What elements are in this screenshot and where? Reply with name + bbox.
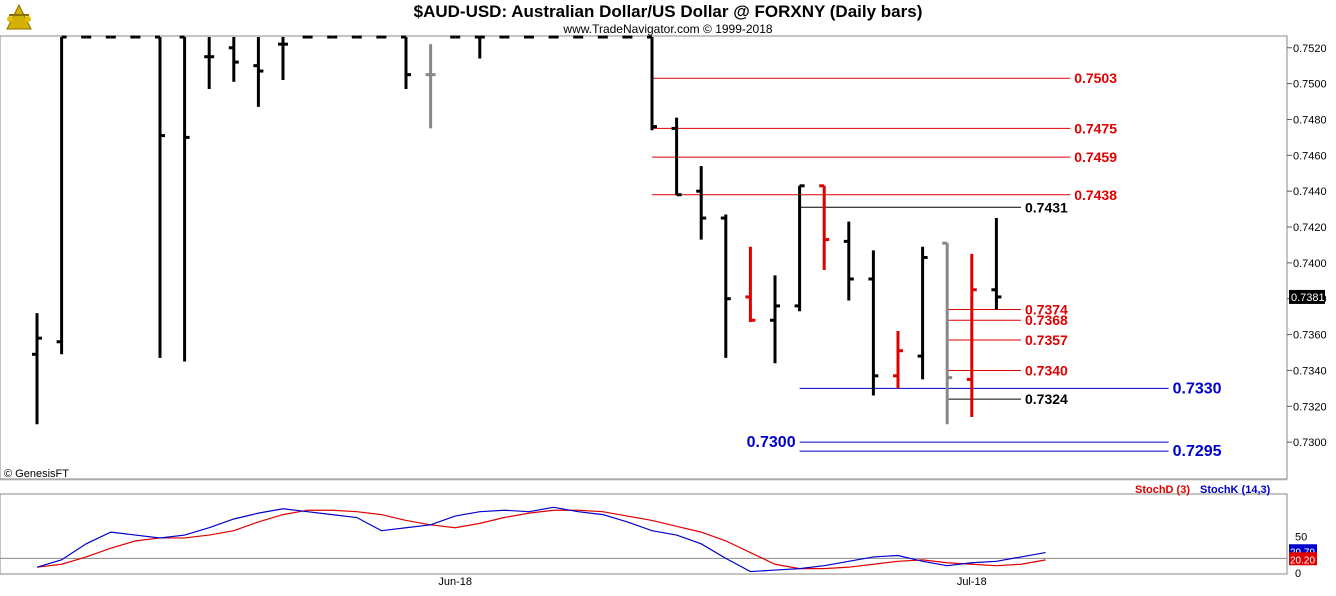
price-tick-label: 0.7400 bbox=[1293, 258, 1327, 270]
level-label: 0.7324 bbox=[1025, 391, 1068, 407]
ohlc-bar bbox=[770, 275, 780, 364]
stoch-line bbox=[36, 506, 1046, 573]
price-tick-label: 0.7480 bbox=[1293, 114, 1327, 126]
level-label: 0.7357 bbox=[1025, 332, 1068, 348]
price-tick-label: 0.7420 bbox=[1293, 222, 1327, 234]
ohlc-bar bbox=[720, 214, 731, 358]
ohlc-bar bbox=[991, 218, 1002, 310]
data-credit: © GenesisFT bbox=[4, 468, 69, 480]
ohlc-bar bbox=[868, 250, 879, 396]
level-label: 0.7431 bbox=[1025, 199, 1068, 215]
price-tick-label: 0.7500 bbox=[1293, 79, 1327, 91]
ohlc-bar bbox=[942, 241, 953, 425]
level-label: 0.7340 bbox=[1025, 362, 1068, 378]
stoch-d-value-box bbox=[1289, 552, 1317, 566]
last-price-box bbox=[1289, 289, 1325, 304]
ohlc-bar bbox=[696, 166, 707, 240]
price-tick-label: 0.7340 bbox=[1293, 365, 1327, 377]
level-label: 0.7438 bbox=[1074, 187, 1117, 203]
ohlc-bar bbox=[843, 221, 854, 301]
level-label: 0.7459 bbox=[1074, 149, 1117, 165]
date-tick-label: Jul-18 bbox=[957, 576, 987, 588]
chart-subtitle: www.TradeNavigator.com © 1999-2018 bbox=[563, 22, 773, 36]
ohlc-bar bbox=[204, 37, 215, 89]
level-label: 0.7300 bbox=[747, 434, 796, 451]
indicator-panel-frame bbox=[0, 493, 1288, 575]
price-tick-label: 0.7360 bbox=[1293, 330, 1327, 342]
level-label: 0.7475 bbox=[1074, 120, 1117, 136]
stoch-line bbox=[36, 509, 1046, 570]
ohlc-bar bbox=[155, 35, 165, 358]
level-label: 0.7374 bbox=[1025, 301, 1068, 317]
ohlc-bar bbox=[56, 35, 67, 355]
indicator-tick-label: 0 bbox=[1295, 568, 1301, 580]
price-tick-label: 0.7300 bbox=[1293, 437, 1327, 449]
stoch-k-label: StochK (14,3) bbox=[1200, 484, 1271, 496]
price-tick-label: 0.7460 bbox=[1293, 150, 1327, 162]
price-tick-label: 0.7320 bbox=[1293, 401, 1327, 413]
price-tick-label: 0.7440 bbox=[1293, 186, 1327, 198]
ohlc-bar bbox=[745, 246, 756, 323]
indicator-tick-label: 50 bbox=[1295, 532, 1307, 544]
ohlc-bar bbox=[474, 35, 485, 59]
date-tick-label: Jun-18 bbox=[438, 576, 472, 588]
ohlc-bar bbox=[228, 37, 239, 82]
brass-pyramid-scale-icon bbox=[6, 3, 32, 30]
price-tick-label: 0.7520 bbox=[1293, 43, 1327, 55]
ohlc-bar bbox=[794, 184, 805, 312]
ohlc-bar bbox=[179, 35, 190, 362]
ohlc-bar bbox=[966, 253, 977, 418]
level-label: 0.7503 bbox=[1074, 70, 1117, 86]
ohlc-bar bbox=[253, 37, 264, 107]
ohlc-bar bbox=[917, 246, 928, 380]
stoch-d-value: 20.20 bbox=[1290, 555, 1315, 566]
ohlc-bar bbox=[819, 184, 830, 271]
level-label: 0.7330 bbox=[1173, 380, 1222, 397]
last-price-label: 0.7381 bbox=[1291, 292, 1325, 304]
level-label: 0.7295 bbox=[1173, 443, 1222, 460]
ohlc-bar bbox=[425, 44, 436, 129]
ohlc-bar bbox=[32, 313, 42, 425]
ohlc-bar bbox=[278, 37, 288, 81]
chart-title: $AUD-USD: Australian Dollar/US Dollar @ … bbox=[413, 2, 923, 21]
ohlc-bar bbox=[647, 35, 657, 131]
price-panel-frame bbox=[0, 35, 1288, 480]
ohlc-bar bbox=[401, 35, 411, 89]
level-label: 0.7368 bbox=[1025, 312, 1068, 328]
ohlc-bar bbox=[671, 117, 682, 197]
stoch-d-label: StochD (3) bbox=[1135, 484, 1190, 496]
ohlc-bar bbox=[893, 331, 903, 389]
